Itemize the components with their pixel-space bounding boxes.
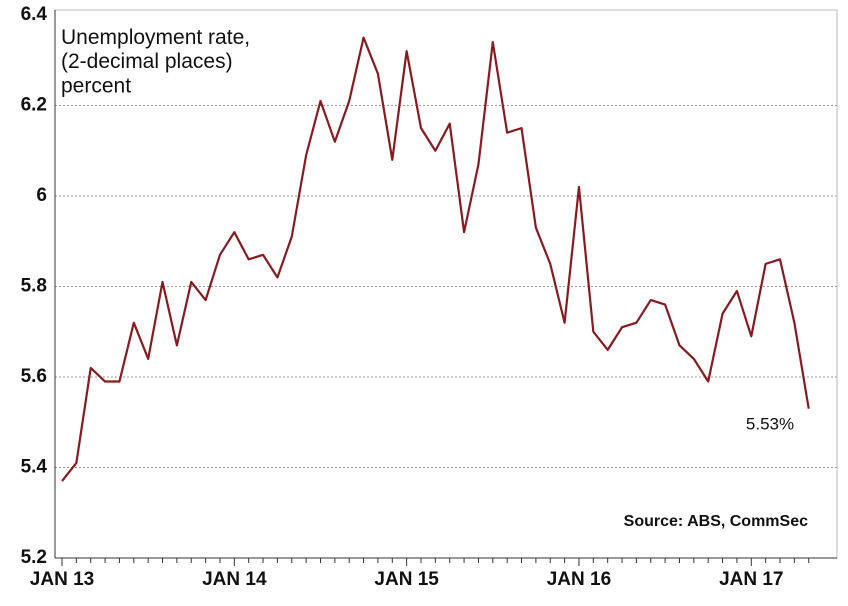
- x-tick-label: JAN 15: [374, 569, 439, 590]
- y-tick-label: 5.8: [21, 276, 47, 297]
- x-tick-label: JAN 14: [202, 569, 267, 590]
- y-tick-label: 6: [36, 185, 47, 206]
- source: Source: ABS, CommSec: [624, 513, 808, 530]
- annotation: Unemployment rate, (2-decimal places) perc…: [61, 26, 250, 97]
- x-tick-label: JAN 13: [30, 569, 94, 590]
- x-tick-label: JAN 16: [547, 569, 611, 590]
- x-tick-label: JAN 17: [719, 569, 783, 590]
- y-tick-label: 5.2: [21, 547, 47, 568]
- y-tick-label: 5.4: [21, 457, 48, 478]
- plot-frame: [54, 9, 838, 559]
- y-tick-label: 5.6: [21, 366, 47, 387]
- data-line: [61, 36, 810, 482]
- point-label: 5.53%: [746, 414, 794, 433]
- y-tick-label: 6.4: [21, 4, 48, 25]
- y-tick-label: 6.2: [21, 95, 47, 116]
